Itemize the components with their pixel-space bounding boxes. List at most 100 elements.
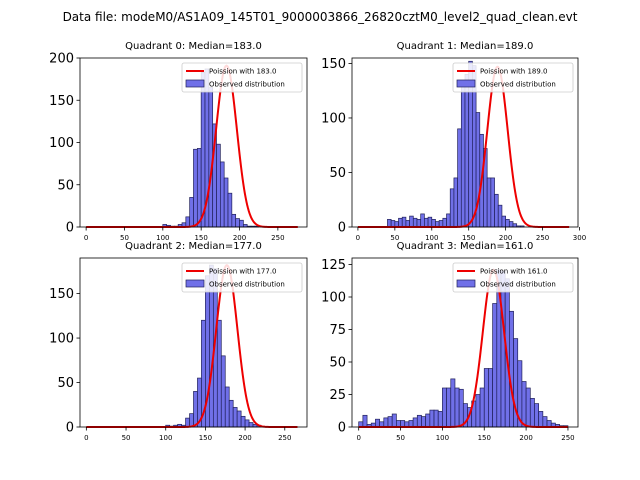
x-tick-label: 0 [356,234,360,242]
histogram-bar [200,72,206,228]
histogram-bar [219,161,225,228]
histogram-bar [521,381,527,428]
figure-suptitle: Data file: modeM0/AS1A09_145T01_90000038… [63,10,578,24]
histogram-bar [383,417,389,428]
legend-label-poisson: Poission with 161.0 [480,268,548,276]
axes-frame [351,257,579,428]
histogram-bar [223,177,229,228]
histogram-bar [483,368,489,428]
histogram-bar [416,414,422,428]
legend-swatch-observed [456,79,476,88]
histogram-bar [464,74,470,228]
histogram-bar [248,422,254,428]
x-tick-label: 250 [561,434,574,442]
y-tick-label: 200 [49,52,74,67]
histogram-bar [416,219,422,228]
x-tick-label: 100 [159,434,172,442]
histogram-bar [500,270,506,428]
x-tick-label: 200 [233,234,246,242]
x-tick-label: 150 [194,234,207,242]
histogram-bar [437,411,443,428]
histogram-bar [494,193,499,228]
legend-label-observed: Observed distribution [480,81,556,89]
histogram-bar [442,387,447,428]
x-tick-label: 250 [536,234,549,242]
histogram-bar [497,204,503,228]
x-tick-label: 150 [199,434,212,442]
histogram-bar [490,177,495,228]
y-tick-label: 125 [321,258,346,273]
histogram-bar [240,415,246,428]
x-tick-label: 100 [436,434,449,442]
histogram-bar [529,398,535,428]
y-tick-label: 100 [321,291,346,306]
histogram-bar [509,310,514,428]
histogram-bar [193,391,198,428]
histogram-bar [227,192,233,228]
histogram-bar [450,378,456,428]
histogram-bar [525,387,531,428]
histogram-bar [460,84,466,228]
legend-label-poisson: Poission with 177.0 [209,268,277,276]
histogram-bar [239,219,244,228]
histogram-bar [542,416,548,428]
chart-title: Quadrant 0: Median=183.0 [125,41,262,52]
histogram-bar [449,188,455,228]
legend-label-poisson: Poission with 189.0 [480,68,548,76]
histogram-bar [501,215,506,228]
x-tick-label: 250 [271,234,284,242]
y-tick-label: 50 [329,166,346,181]
histogram-bar [375,418,380,428]
histogram-bar [424,217,429,228]
chart-title: Quadrant 3: Median=161.0 [397,241,534,252]
x-tick-label: 200 [519,434,532,442]
y-tick-label: 150 [49,94,74,109]
legend-label-observed: Observed distribution [209,81,285,89]
x-tick-label: 100 [425,234,438,242]
y-tick-label: 100 [321,111,346,126]
histogram-bar [216,143,221,228]
legend-box [452,262,574,293]
x-tick-label: 300 [573,234,586,242]
x-tick-label: 150 [462,234,475,242]
quadrant-1-panel: Quadrant 1: Median=189.0 0 50 100 150 200 250 3… [321,41,586,242]
y-tick-label: 50 [57,178,74,193]
x-tick-label: 200 [499,234,512,242]
histogram-bar [433,409,439,428]
histogram-bar [442,217,447,228]
x-tick-label: 0 [356,434,360,442]
histogram-bar [196,148,202,228]
legend-box [181,262,303,293]
histogram-bar [228,399,234,428]
histogram-bar [220,355,226,428]
y-tick-label: 0 [66,421,74,436]
histogram-bar [235,218,240,228]
histogram-bar [429,409,435,428]
histogram-bar [412,217,418,228]
axes-frame [79,257,308,428]
x-tick-label: 50 [390,234,399,242]
histogram-bar [425,413,431,428]
histogram-bar [387,219,392,228]
histogram-bar [398,217,403,228]
histogram-bar [454,387,460,428]
histogram-bar [362,414,368,428]
x-tick-label: 50 [120,234,129,242]
histogram-bar [189,197,194,228]
legend-swatch-observed [456,279,476,288]
x-tick-label: 100 [156,234,169,242]
y-tick-label: 0 [338,221,346,236]
histogram-bar [231,213,237,228]
histogram-bar [387,416,393,428]
histogram-bar [488,368,493,428]
histogram-bar [216,319,222,428]
legend-swatch-observed [185,79,205,88]
histogram-bar [475,394,481,428]
x-tick-label: 150 [478,434,491,442]
histogram-bar [244,419,250,428]
histogram-bar [431,219,436,228]
chart-title: Quadrant 1: Median=189.0 [397,41,534,52]
histogram-bar [512,223,518,228]
legend-label-observed: Observed distribution [480,281,556,289]
y-tick-label: 25 [329,388,346,403]
